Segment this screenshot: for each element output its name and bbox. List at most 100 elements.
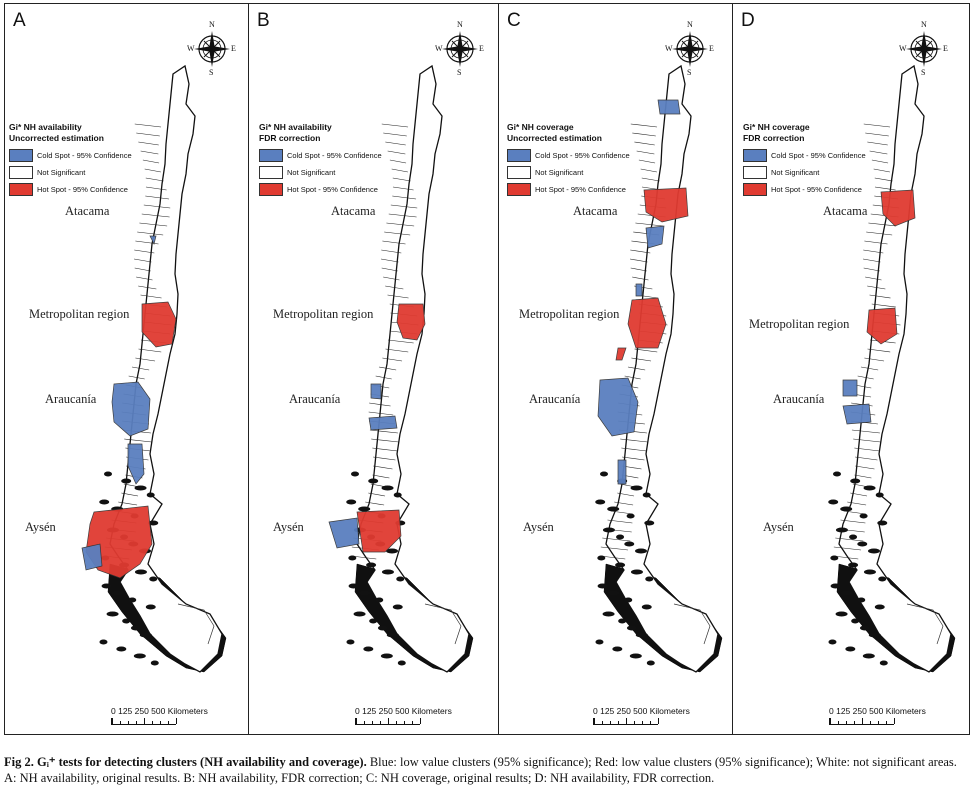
scale-tick [380,721,381,724]
scale-bar-label: 0 125 250 500 Kilometers [829,706,926,716]
legend-swatch [507,166,531,179]
commune-boundary [624,375,641,380]
commune-boundary [867,285,886,290]
island [346,639,355,645]
commune-boundary [860,366,879,371]
scale-tick [144,718,145,724]
compass-star [672,31,708,67]
scale-tick [658,718,659,724]
commune-boundary [138,348,162,353]
island [397,660,406,666]
commune-boundary [630,249,651,254]
commune-boundary [390,204,418,209]
legend-item-cold-spot: Cold Spot - 95% Confidence [507,147,630,164]
commune-boundary [854,447,880,452]
compass-rose-icon: N S W E [187,20,237,78]
cold-spot-cluster [645,225,665,249]
commune-boundary [389,159,407,164]
legend-swatch [9,149,33,162]
legend-item-not-significant: Not Significant [743,164,866,181]
scale-tick [886,721,887,724]
commune-boundary [371,438,399,443]
legend-swatch [743,166,767,179]
scale-tick [878,721,879,724]
commune-boundary [140,294,162,299]
hot-spot-cluster [141,301,177,348]
commune-boundary [388,213,417,218]
commune-boundary [385,141,406,146]
caption-label: Fig 2. Gᵢ⁺ tests for detecting clusters … [4,755,367,769]
island [641,604,652,610]
island [134,485,147,491]
scale-tick [396,721,397,724]
scale-tick [364,721,365,724]
island [353,611,366,617]
scale-tick [136,721,137,724]
cold-spot-cluster [842,403,872,425]
commune-boundary [135,357,156,362]
island [392,604,403,610]
commune-boundary [134,249,155,254]
island [348,555,357,561]
commune-boundary [134,123,162,128]
commune-boundary [864,357,885,362]
island [380,653,393,659]
commune-boundary [387,339,414,344]
scale-tick [854,721,855,724]
island [346,499,357,505]
island [615,562,626,568]
island [106,611,119,617]
scale-tick [650,721,651,724]
compass-rose-icon: N S W E [435,20,485,78]
island [368,478,379,484]
island [393,492,402,498]
cold-spot-cluster [328,517,360,549]
commune-boundary [373,456,396,461]
commune-boundary [865,276,882,281]
commune-boundary [871,303,896,308]
island [629,653,642,659]
caption-text: Blue: low value clusters (95% significan… [4,755,957,785]
hot-spot-cluster [643,187,689,223]
commune-boundary [383,132,407,137]
commune-boundary [864,240,888,245]
commune-boundary [855,465,875,470]
island [626,625,637,631]
commune-boundary [145,186,167,191]
commune-boundary [868,222,897,227]
compass-e-label: E [943,44,948,53]
commune-boundary [387,294,409,299]
island [845,646,856,652]
commune-boundary [373,465,393,470]
compass-w-label: W [187,44,195,53]
legend-subtitle: Uncorrected estimation [9,133,104,143]
island [133,653,146,659]
compass-star [442,31,478,67]
legend-title: Gi* NH availability [259,122,332,132]
commune-boundary [391,168,408,173]
commune-boundary [124,438,152,443]
region-label: Aysén [523,520,554,534]
island [835,611,848,617]
region-label: Metropolitan region [749,317,850,331]
commune-boundary [627,366,646,371]
legend-label: Hot Spot - 95% Confidence [771,185,862,194]
scale-tick [152,721,153,724]
commune-boundary [385,348,409,353]
region-label: Araucanía [289,392,341,406]
island [128,597,137,603]
scale-bar-ruler [111,718,177,725]
island [857,597,866,603]
scale-tick [830,718,831,724]
region-label: Araucanía [773,392,825,406]
legend-label: Hot Spot - 95% Confidence [287,185,378,194]
commune-boundary [851,429,880,434]
hot-spot-cluster [866,307,898,345]
scale-tick [634,721,635,724]
legend-title: Gi* NH coverage [507,122,574,132]
compass-s-label: S [209,68,214,77]
island [116,646,127,652]
region-label: Atacama [331,204,376,218]
region-label: Aysén [25,520,56,534]
commune-boundary [140,150,159,155]
